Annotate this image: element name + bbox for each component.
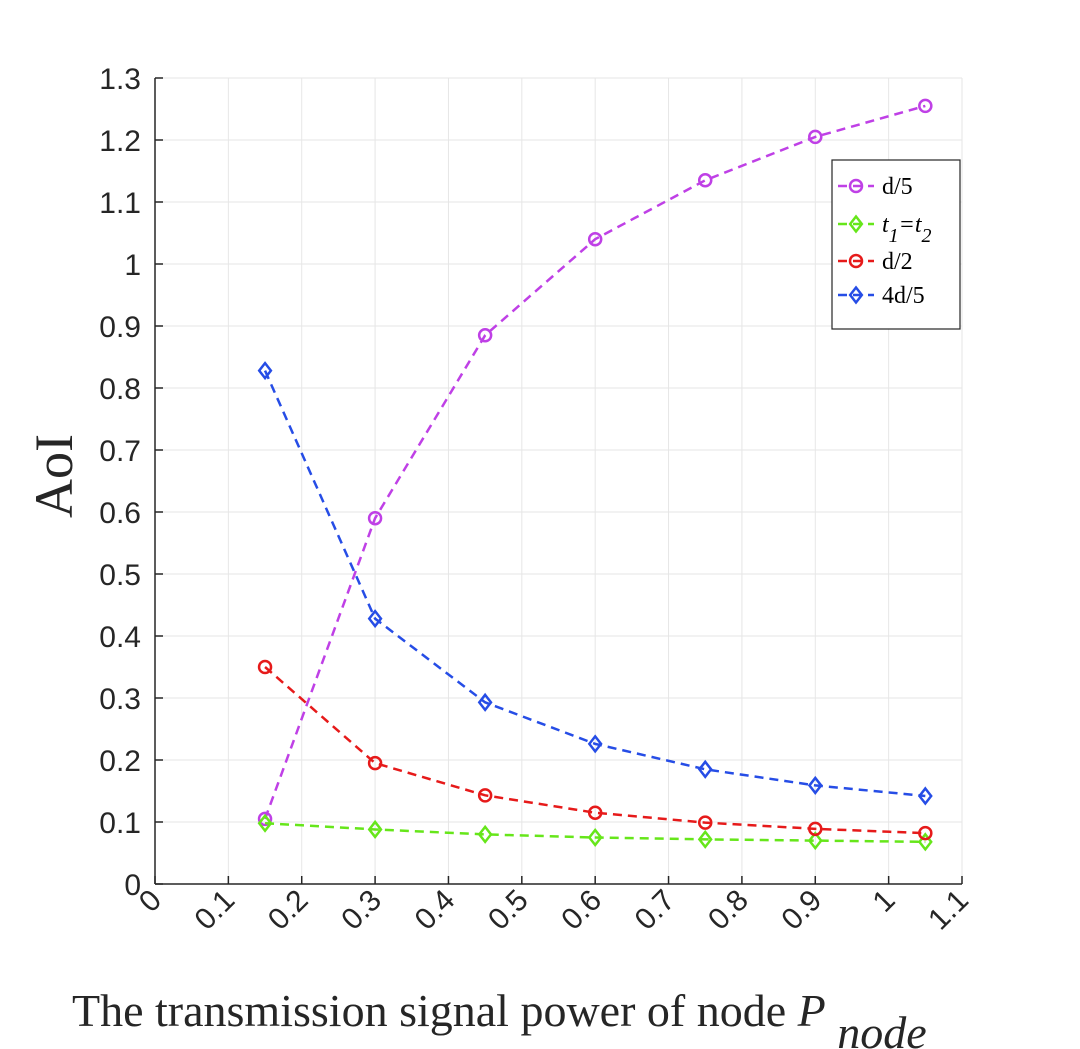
legend-item-2: d/2 (838, 249, 913, 275)
legend-label-0: d/5 (882, 174, 913, 200)
series-1 (257, 813, 933, 852)
data-point-0-5 (808, 129, 823, 145)
series-0 (257, 98, 933, 827)
data-point-2-4 (697, 815, 713, 830)
legend-label-part-eq: =t (899, 212, 923, 238)
x-tick-label-10: 1 (866, 884, 901, 919)
data-point-1-6 (917, 832, 933, 852)
y-axis-title: AoI (24, 434, 84, 518)
series-3 (257, 361, 933, 806)
series-2 (257, 659, 933, 841)
data-point-3-0 (257, 361, 273, 381)
x-tick-label-2: 0.2 (262, 884, 315, 937)
data-point-1-4 (697, 829, 713, 849)
data-point-0-6 (918, 98, 933, 114)
x-axis-title-symbol: P (797, 985, 826, 1036)
y-tick-label-4: 0.4 (99, 621, 141, 654)
y-tick-label-13: 1.3 (99, 63, 141, 96)
series-line-0 (263, 104, 926, 820)
series-line-3 (263, 370, 926, 798)
data-point-0-2 (477, 328, 493, 343)
data-point-2-0 (257, 659, 273, 675)
legend-label-2: d/2 (882, 249, 913, 275)
x-tick-label-9: 0.9 (775, 884, 828, 937)
y-tick-label-3: 0.3 (99, 683, 141, 716)
legend-label-3: 4d/5 (882, 283, 925, 309)
x-axis-title: The transmission signal power of node P … (72, 985, 927, 1049)
y-tick-label-11: 1.1 (99, 187, 141, 220)
data-point-3-6 (917, 786, 933, 806)
x-tick-label-7: 0.7 (629, 884, 682, 937)
x-tick-label-0: 0 (133, 884, 168, 919)
data-point-1-3 (587, 827, 603, 848)
data-point-1-0 (257, 813, 273, 833)
y-tick-label-9: 0.9 (99, 311, 141, 344)
legend-swatch-marker-3 (848, 285, 864, 305)
data-point-3-3 (587, 734, 603, 754)
y-tick-label-10: 1 (124, 249, 141, 282)
x-tick-label-6: 0.6 (555, 884, 608, 937)
x-tick-label-3: 0.3 (335, 884, 388, 937)
data-point-1-5 (807, 831, 823, 851)
data-point-2-5 (808, 821, 823, 837)
y-tick-label-5: 0.5 (99, 559, 141, 592)
x-tick-label-4: 0.4 (409, 884, 462, 937)
series-line-2 (264, 666, 926, 835)
legend-layer: d/5t1=t2d/24d/5 (831, 159, 961, 330)
y-tick-label-7: 0.7 (99, 435, 141, 468)
y-tick-label-2: 0.2 (99, 745, 141, 778)
x-tick-label-5: 0.5 (482, 884, 535, 937)
legend-item-1: t1=t2 (838, 212, 932, 247)
legend-label-part-t: t (882, 212, 890, 238)
legend-label-1: t1=t2 (882, 212, 932, 247)
data-point-2-1 (367, 755, 383, 771)
y-tick-label-8: 0.8 (99, 373, 141, 406)
data-point-0-0 (257, 811, 273, 827)
data-point-1-2 (477, 824, 493, 844)
legend-swatch-marker-2 (848, 253, 864, 269)
legend-swatch-marker-1 (848, 214, 864, 234)
data-point-2-6 (918, 825, 933, 841)
x-tick-label-11: 1.1 (922, 884, 975, 937)
x-axis-title-subscript: node (837, 1007, 926, 1049)
data-point-2-2 (477, 788, 493, 803)
y-tick-label-12: 1.2 (99, 125, 141, 158)
data-point-3-2 (477, 692, 493, 712)
data-point-0-1 (367, 510, 383, 526)
legend-label-part-sub1: 1 (889, 225, 899, 247)
legend-item-3: 4d/5 (838, 283, 925, 309)
x-axis-title-text: The transmission signal power of node (72, 985, 798, 1036)
series-layer (257, 98, 933, 852)
y-tick-label-6: 0.6 (99, 497, 141, 530)
x-tick-label-8: 0.8 (702, 884, 755, 937)
y-tick-label-0: 0 (124, 869, 141, 902)
x-tick-label-1: 0.1 (188, 884, 241, 937)
data-point-3-4 (697, 759, 713, 779)
legend-item-0: d/5 (838, 174, 913, 200)
legend-swatch-marker-0 (848, 178, 864, 194)
series-line-1 (264, 821, 926, 844)
legend-label-part-sub2: 2 (922, 225, 932, 247)
data-point-3-5 (807, 775, 823, 795)
data-point-2-3 (587, 805, 603, 820)
data-point-0-3 (587, 231, 603, 247)
y-tick-label-1: 0.1 (99, 807, 141, 840)
data-point-0-4 (697, 173, 713, 188)
data-point-3-1 (367, 609, 383, 629)
data-point-1-1 (367, 819, 383, 839)
